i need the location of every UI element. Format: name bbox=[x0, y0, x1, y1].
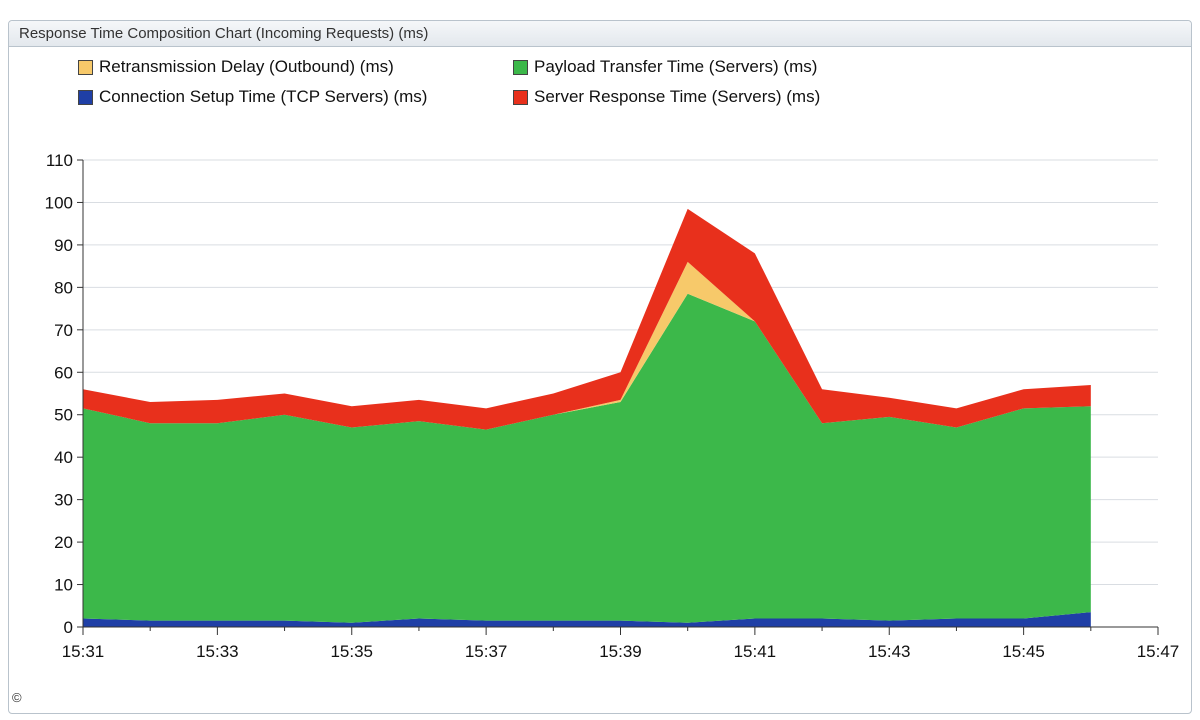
copyright-mark: © bbox=[12, 690, 22, 705]
legend-item-retransmission[interactable]: Retransmission Delay (Outbound) (ms) bbox=[78, 57, 394, 77]
legend-label-connection-setup: Connection Setup Time (TCP Servers) (ms) bbox=[99, 87, 428, 106]
legend-label-server-response: Server Response Time (Servers) (ms) bbox=[534, 87, 821, 106]
area-series-connection-setup-time-tcp-servers-ms bbox=[83, 612, 1091, 627]
tick-label-x-1545: 15:45 bbox=[1002, 642, 1045, 661]
tick-label-y-90: 90 bbox=[54, 236, 73, 255]
tick-label-y-100: 100 bbox=[45, 193, 73, 212]
tick-label-y-40: 40 bbox=[54, 448, 73, 467]
tick-label-x-1541: 15:41 bbox=[734, 642, 777, 661]
legend-label-retransmission: Retransmission Delay (Outbound) (ms) bbox=[99, 57, 394, 76]
area-series-server-response-time-servers-ms bbox=[83, 208, 1091, 430]
tick-label-x-1539: 15:39 bbox=[599, 642, 642, 661]
tick-label-x-1537: 15:37 bbox=[465, 642, 508, 661]
tick-label-y-80: 80 bbox=[54, 278, 73, 297]
tick-label-x-1533: 15:33 bbox=[196, 642, 239, 661]
tick-label-x-1531: 15:31 bbox=[62, 642, 105, 661]
tick-label-y-20: 20 bbox=[54, 533, 73, 552]
legend-swatch-retransmission bbox=[78, 59, 93, 75]
legend-item-connection-setup[interactable]: Connection Setup Time (TCP Servers) (ms) bbox=[78, 87, 427, 107]
chart-legend: Retransmission Delay (Outbound) (ms) Pay… bbox=[68, 57, 968, 117]
area-layer bbox=[83, 208, 1091, 627]
legend-swatch-connection-setup bbox=[78, 89, 93, 105]
legend-label-payload: Payload Transfer Time (Servers) (ms) bbox=[534, 57, 818, 76]
tick-label-y-70: 70 bbox=[54, 321, 73, 340]
tick-label-y-60: 60 bbox=[54, 363, 73, 382]
legend-item-server-response[interactable]: Server Response Time (Servers) (ms) bbox=[513, 87, 820, 107]
legend-swatch-payload bbox=[513, 59, 528, 75]
tick-label-y-30: 30 bbox=[54, 491, 73, 510]
panel-title: Response Time Composition Chart (Incomin… bbox=[9, 21, 1191, 47]
area-series-payload-transfer-time-servers-ms bbox=[83, 293, 1091, 623]
tick-label-y-110: 110 bbox=[46, 151, 73, 170]
legend-swatch-server-response bbox=[513, 89, 528, 105]
tick-label-y-0: 0 bbox=[64, 618, 73, 637]
legend-item-payload[interactable]: Payload Transfer Time (Servers) (ms) bbox=[513, 57, 817, 77]
tick-label-x-1543: 15:43 bbox=[868, 642, 911, 661]
tick-label-x-1547: 15:47 bbox=[1137, 642, 1180, 661]
tick-label-y-10: 10 bbox=[54, 576, 73, 595]
tick-label-y-50: 50 bbox=[54, 406, 73, 425]
tick-label-x-1535: 15:35 bbox=[330, 642, 373, 661]
axis-layer: 0 10 20 30 40 50 60 70 80 90 100 110 15:31 15:33 15:35… bbox=[45, 151, 1180, 661]
